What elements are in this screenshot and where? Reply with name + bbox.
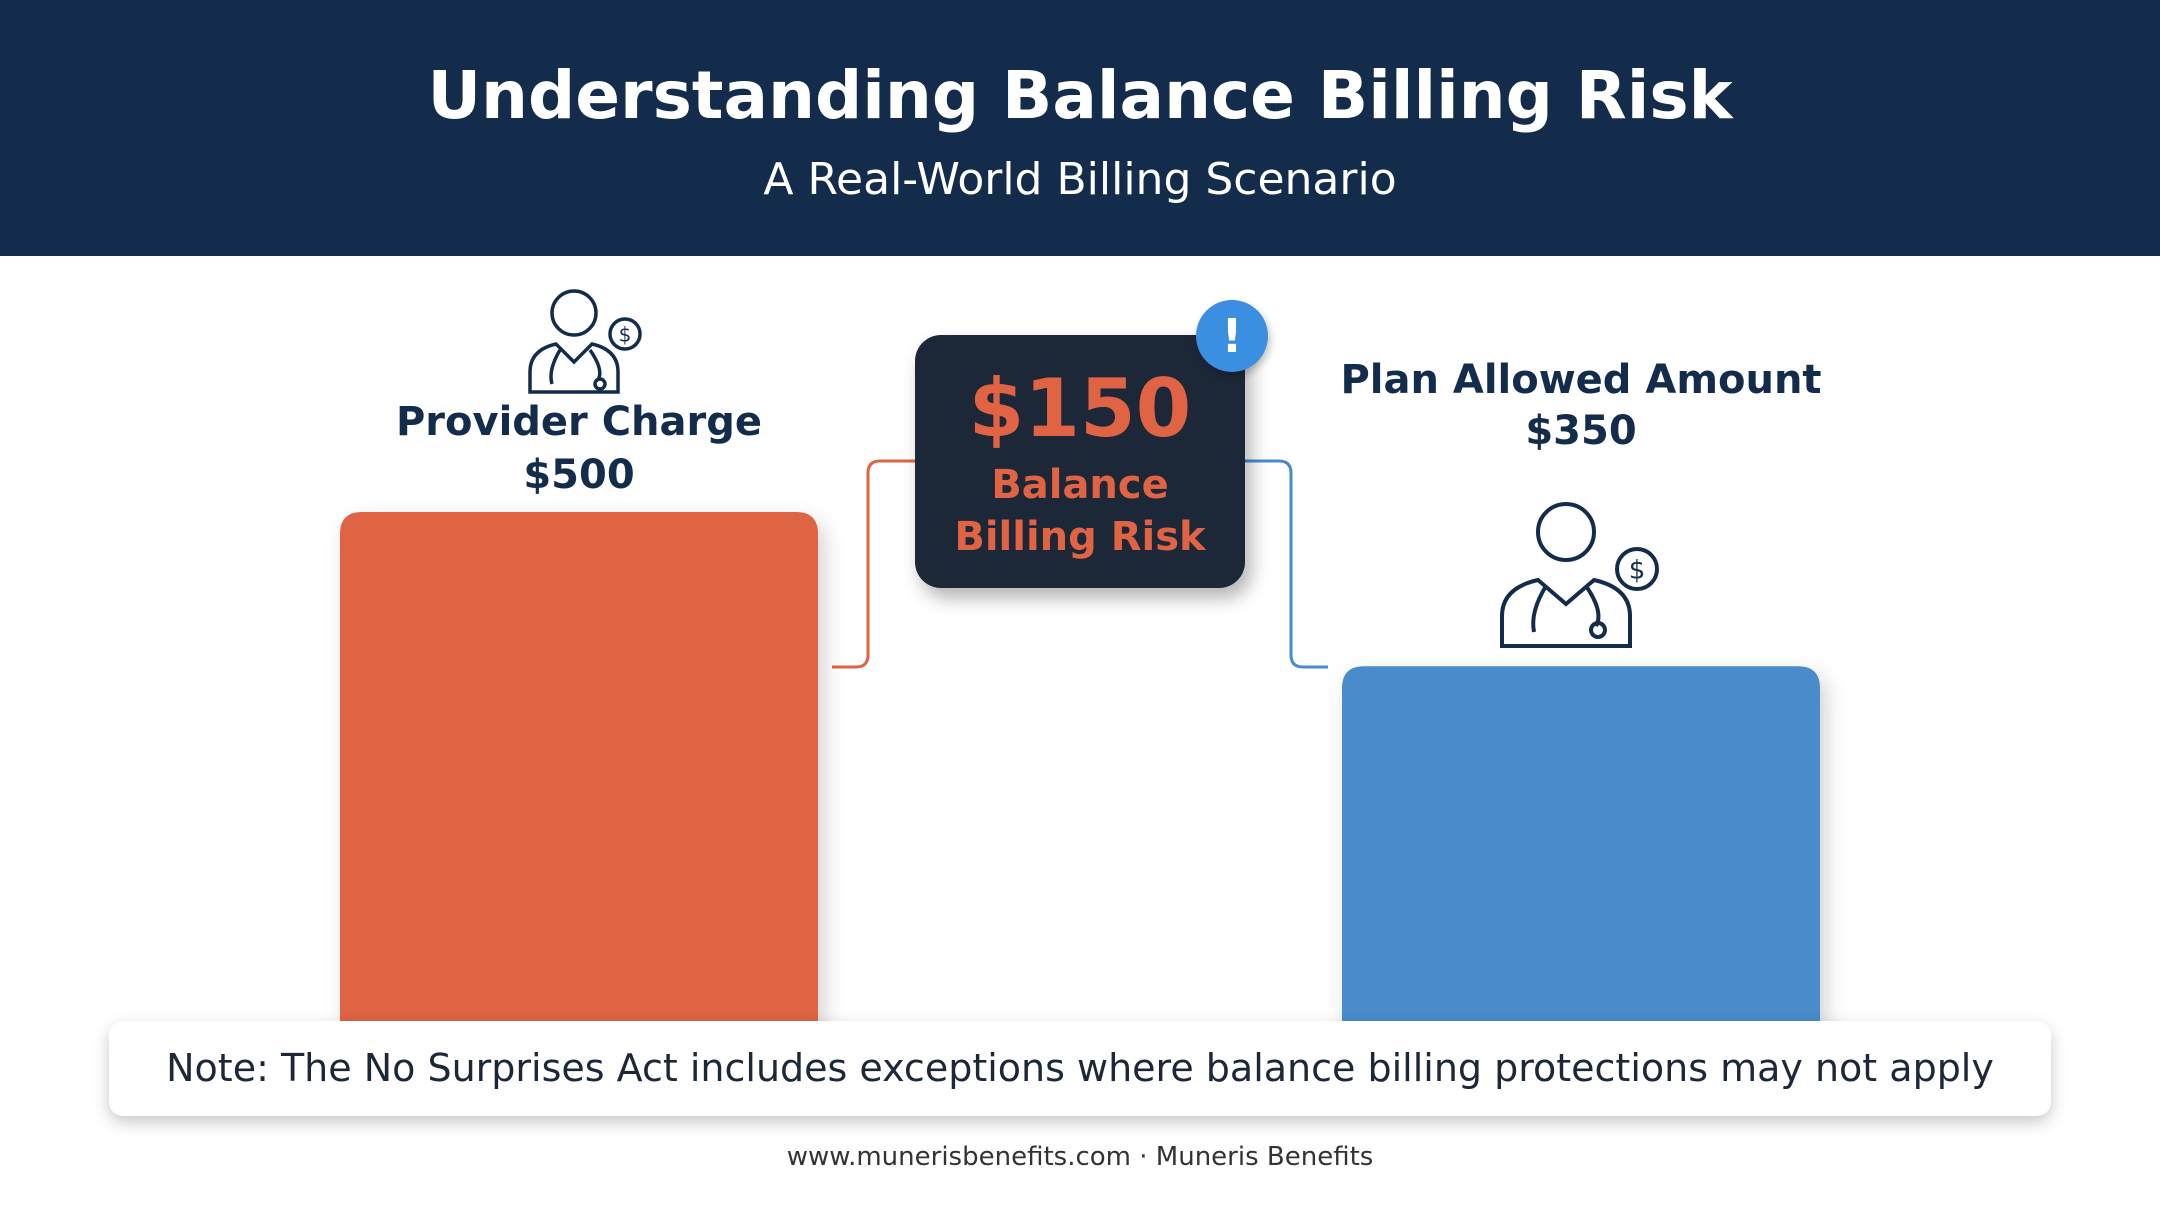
doctor-icon: $ <box>1500 502 1659 648</box>
bar <box>1342 666 1820 1056</box>
connector <box>832 459 915 669</box>
connectors <box>832 459 1328 669</box>
svg-text:$: $ <box>1629 556 1646 586</box>
bar <box>340 512 818 1056</box>
chart-title: Understanding Balance Billing Risk <box>427 57 1734 134</box>
footer: www.munerisbenefits.com · Muneris Benefi… <box>786 1142 1374 1172</box>
note: Note: The No Surprises Act includes exce… <box>109 1021 2051 1116</box>
category-label: Provider Charge <box>396 399 762 445</box>
callout-text: Balance Billing Risk <box>954 462 1206 560</box>
doctor-icon: $ <box>528 289 642 394</box>
alert-badge: ! <box>1196 300 1268 372</box>
chart-subtitle: A Real-World Billing Scenario <box>763 154 1396 205</box>
callout-value: $150 <box>968 362 1192 455</box>
value-label: $500 <box>523 452 634 498</box>
header-band <box>0 0 2160 256</box>
svg-text:$: $ <box>619 323 632 347</box>
callout: $150 Balance Billing Risk <box>915 335 1245 588</box>
connector <box>1245 459 1328 669</box>
category-label: Plan Allowed Amount <box>1340 357 1821 403</box>
value-label: $350 <box>1525 408 1636 454</box>
